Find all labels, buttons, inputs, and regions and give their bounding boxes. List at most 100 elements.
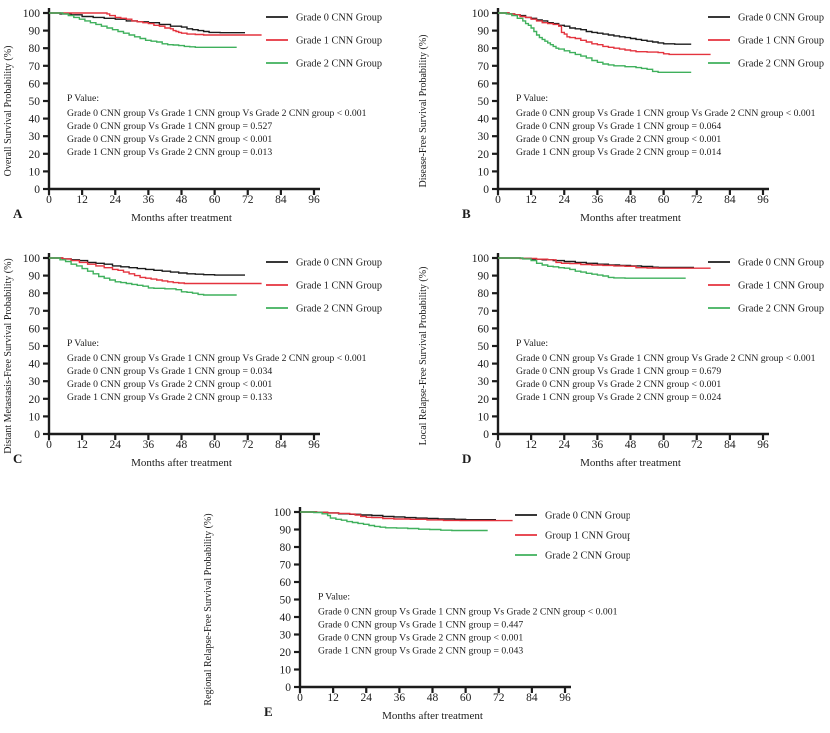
survival-curve-grade1 [498,12,711,56]
p-value-line: Grade 0 CNN group Vs Grade 1 CNN group =… [516,366,721,377]
y-tick-label: 80 [29,43,41,55]
x-tick-label: 60 [658,439,670,451]
p-value-header: P Value: [516,93,548,104]
y-tick-label: 100 [23,253,41,265]
y-tick-label: 0 [483,184,489,196]
x-tick-label: 12 [525,439,537,451]
y-tick-label: 70 [478,61,490,73]
p-value-header: P Value: [318,592,350,603]
x-tick-label: 96 [757,194,769,206]
legend-label: Group 1 CNN Group [545,531,630,542]
y-tick-label: 70 [478,306,490,318]
figure-row-2: 0 10 20 30 40 50 60 70 80 90 100 0 12 24 36 48 60 72 84 96 D… [0,245,830,490]
panel-letter: C [13,451,22,466]
p-value-header: P Value: [67,93,99,104]
x-tick-label: 48 [176,194,188,206]
y-tick-label: 70 [29,306,41,318]
y-tick-label: 0 [34,429,40,441]
p-value-line: Grade 0 CNN group Vs Grade 2 CNN group <… [516,379,721,390]
y-tick-label: 40 [478,114,490,126]
p-value-line: Grade 0 CNN group Vs Grade 1 CNN group V… [67,353,367,364]
legend-label: Grade 2 CNN Group [296,59,382,70]
panel-d: 0 10 20 30 40 50 60 70 80 90 100 0 12 24 36 48 60 72 84 96 L… [415,245,830,490]
survival-curve-grade1 [498,257,711,269]
y-axis-title: Overall Survival Probability (%) [3,46,14,177]
x-tick-label: 48 [625,194,637,206]
survival-curve-grade0 [49,12,245,34]
x-tick-label: 84 [275,439,287,451]
x-tick-label: 36 [143,439,155,451]
x-tick-label: 48 [427,692,439,704]
y-tick-label: 60 [29,78,41,90]
p-value-line: Grade 1 CNN group Vs Grade 2 CNN group =… [67,392,272,403]
survival-curve-grade2 [49,12,237,48]
p-value-line: Grade 0 CNN group Vs Grade 1 CNN group =… [67,366,272,377]
x-tick-label: 24 [361,692,373,704]
y-tick-label: 0 [483,429,489,441]
p-value-line: Grade 1 CNN group Vs Grade 2 CNN group =… [67,147,272,158]
y-tick-label: 20 [29,394,41,406]
x-tick-label: 0 [495,439,501,451]
panel-b: 0 10 20 30 40 50 60 70 80 90 100 0 12 24 36 48 60 72 84 96 D… [415,0,830,245]
y-tick-label: 0 [285,682,291,694]
legend-label: Grade 1 CNN Group [296,281,382,292]
x-axis-title: Months after treatment [580,212,681,224]
legend-label: Grade 0 CNN Group [545,511,630,522]
x-tick-label: 0 [46,439,52,451]
y-tick-label: 80 [280,542,292,554]
y-tick-label: 100 [23,8,41,20]
legend-label: Grade 2 CNN Group [738,304,824,315]
p-value-line: Grade 1 CNN group Vs Grade 2 CNN group =… [516,392,721,403]
legend-label: Grade 0 CNN Group [296,258,382,269]
y-tick-label: 100 [274,507,292,519]
km-plot-distant-metastasis-free-survival: 0 10 20 30 40 50 60 70 80 90 100 0 12 24 36 48 60 72 84 96 D… [3,253,382,469]
y-tick-label: 90 [29,271,41,283]
legend-label: Grade 0 CNN Group [296,13,382,24]
p-value-line: Grade 0 CNN group Vs Grade 1 CNN group =… [318,620,523,631]
survival-curve-grade1 [49,12,262,36]
x-tick-label: 24 [559,194,571,206]
y-tick-label: 70 [29,61,41,73]
y-tick-label: 40 [478,359,490,371]
x-tick-label: 84 [724,194,736,206]
x-tick-label: 60 [209,194,221,206]
y-axis-title: Local Relapse-Free Survival Probability … [418,267,429,446]
y-tick-label: 50 [29,341,41,353]
y-axis-title: Regional Relapse-Free Survival Probabili… [203,513,214,705]
legend-label: Grade 1 CNN Group [738,36,824,47]
survival-curve-grade0 [498,12,692,45]
p-value-header: P Value: [516,338,548,349]
y-tick-label: 30 [478,376,490,388]
panel-letter: D [462,451,471,466]
y-axis-title: Disease-Free Survival Probability (%) [418,34,429,187]
p-value-header: P Value: [67,338,99,349]
y-tick-label: 30 [280,630,292,642]
legend-label: Grade 0 CNN Group [738,258,824,269]
x-tick-label: 0 [495,194,501,206]
p-value-line: Grade 0 CNN group Vs Grade 1 CNN group =… [516,121,721,132]
p-value-line: Grade 0 CNN group Vs Grade 1 CNN group V… [516,353,816,364]
y-tick-label: 100 [472,8,490,20]
survival-curve-grade1 [49,257,262,285]
y-tick-label: 90 [280,525,292,537]
y-tick-label: 100 [472,253,490,265]
y-tick-label: 60 [478,323,490,335]
x-tick-label: 36 [592,439,604,451]
p-value-line: Grade 0 CNN group Vs Grade 1 CNN group V… [318,607,618,618]
survival-curve-grade2 [300,511,488,532]
p-value-line: Grade 0 CNN group Vs Grade 1 CNN group =… [67,121,272,132]
x-tick-label: 36 [143,194,155,206]
y-tick-label: 20 [478,394,490,406]
legend-label: Grade 1 CNN Group [296,36,382,47]
panel-letter: A [13,206,23,221]
x-tick-label: 48 [176,439,188,451]
p-value-line: Grade 0 CNN group Vs Grade 2 CNN group <… [516,134,721,145]
legend-label: Grade 1 CNN Group [738,281,824,292]
p-value-line: Grade 1 CNN group Vs Grade 2 CNN group =… [318,646,523,657]
p-value-line: Grade 0 CNN group Vs Grade 2 CNN group <… [67,134,272,145]
y-tick-label: 10 [280,665,292,677]
y-tick-label: 20 [280,647,292,659]
x-tick-label: 60 [658,194,670,206]
legend-label: Grade 2 CNN Group [738,59,824,70]
y-tick-label: 10 [29,411,41,423]
